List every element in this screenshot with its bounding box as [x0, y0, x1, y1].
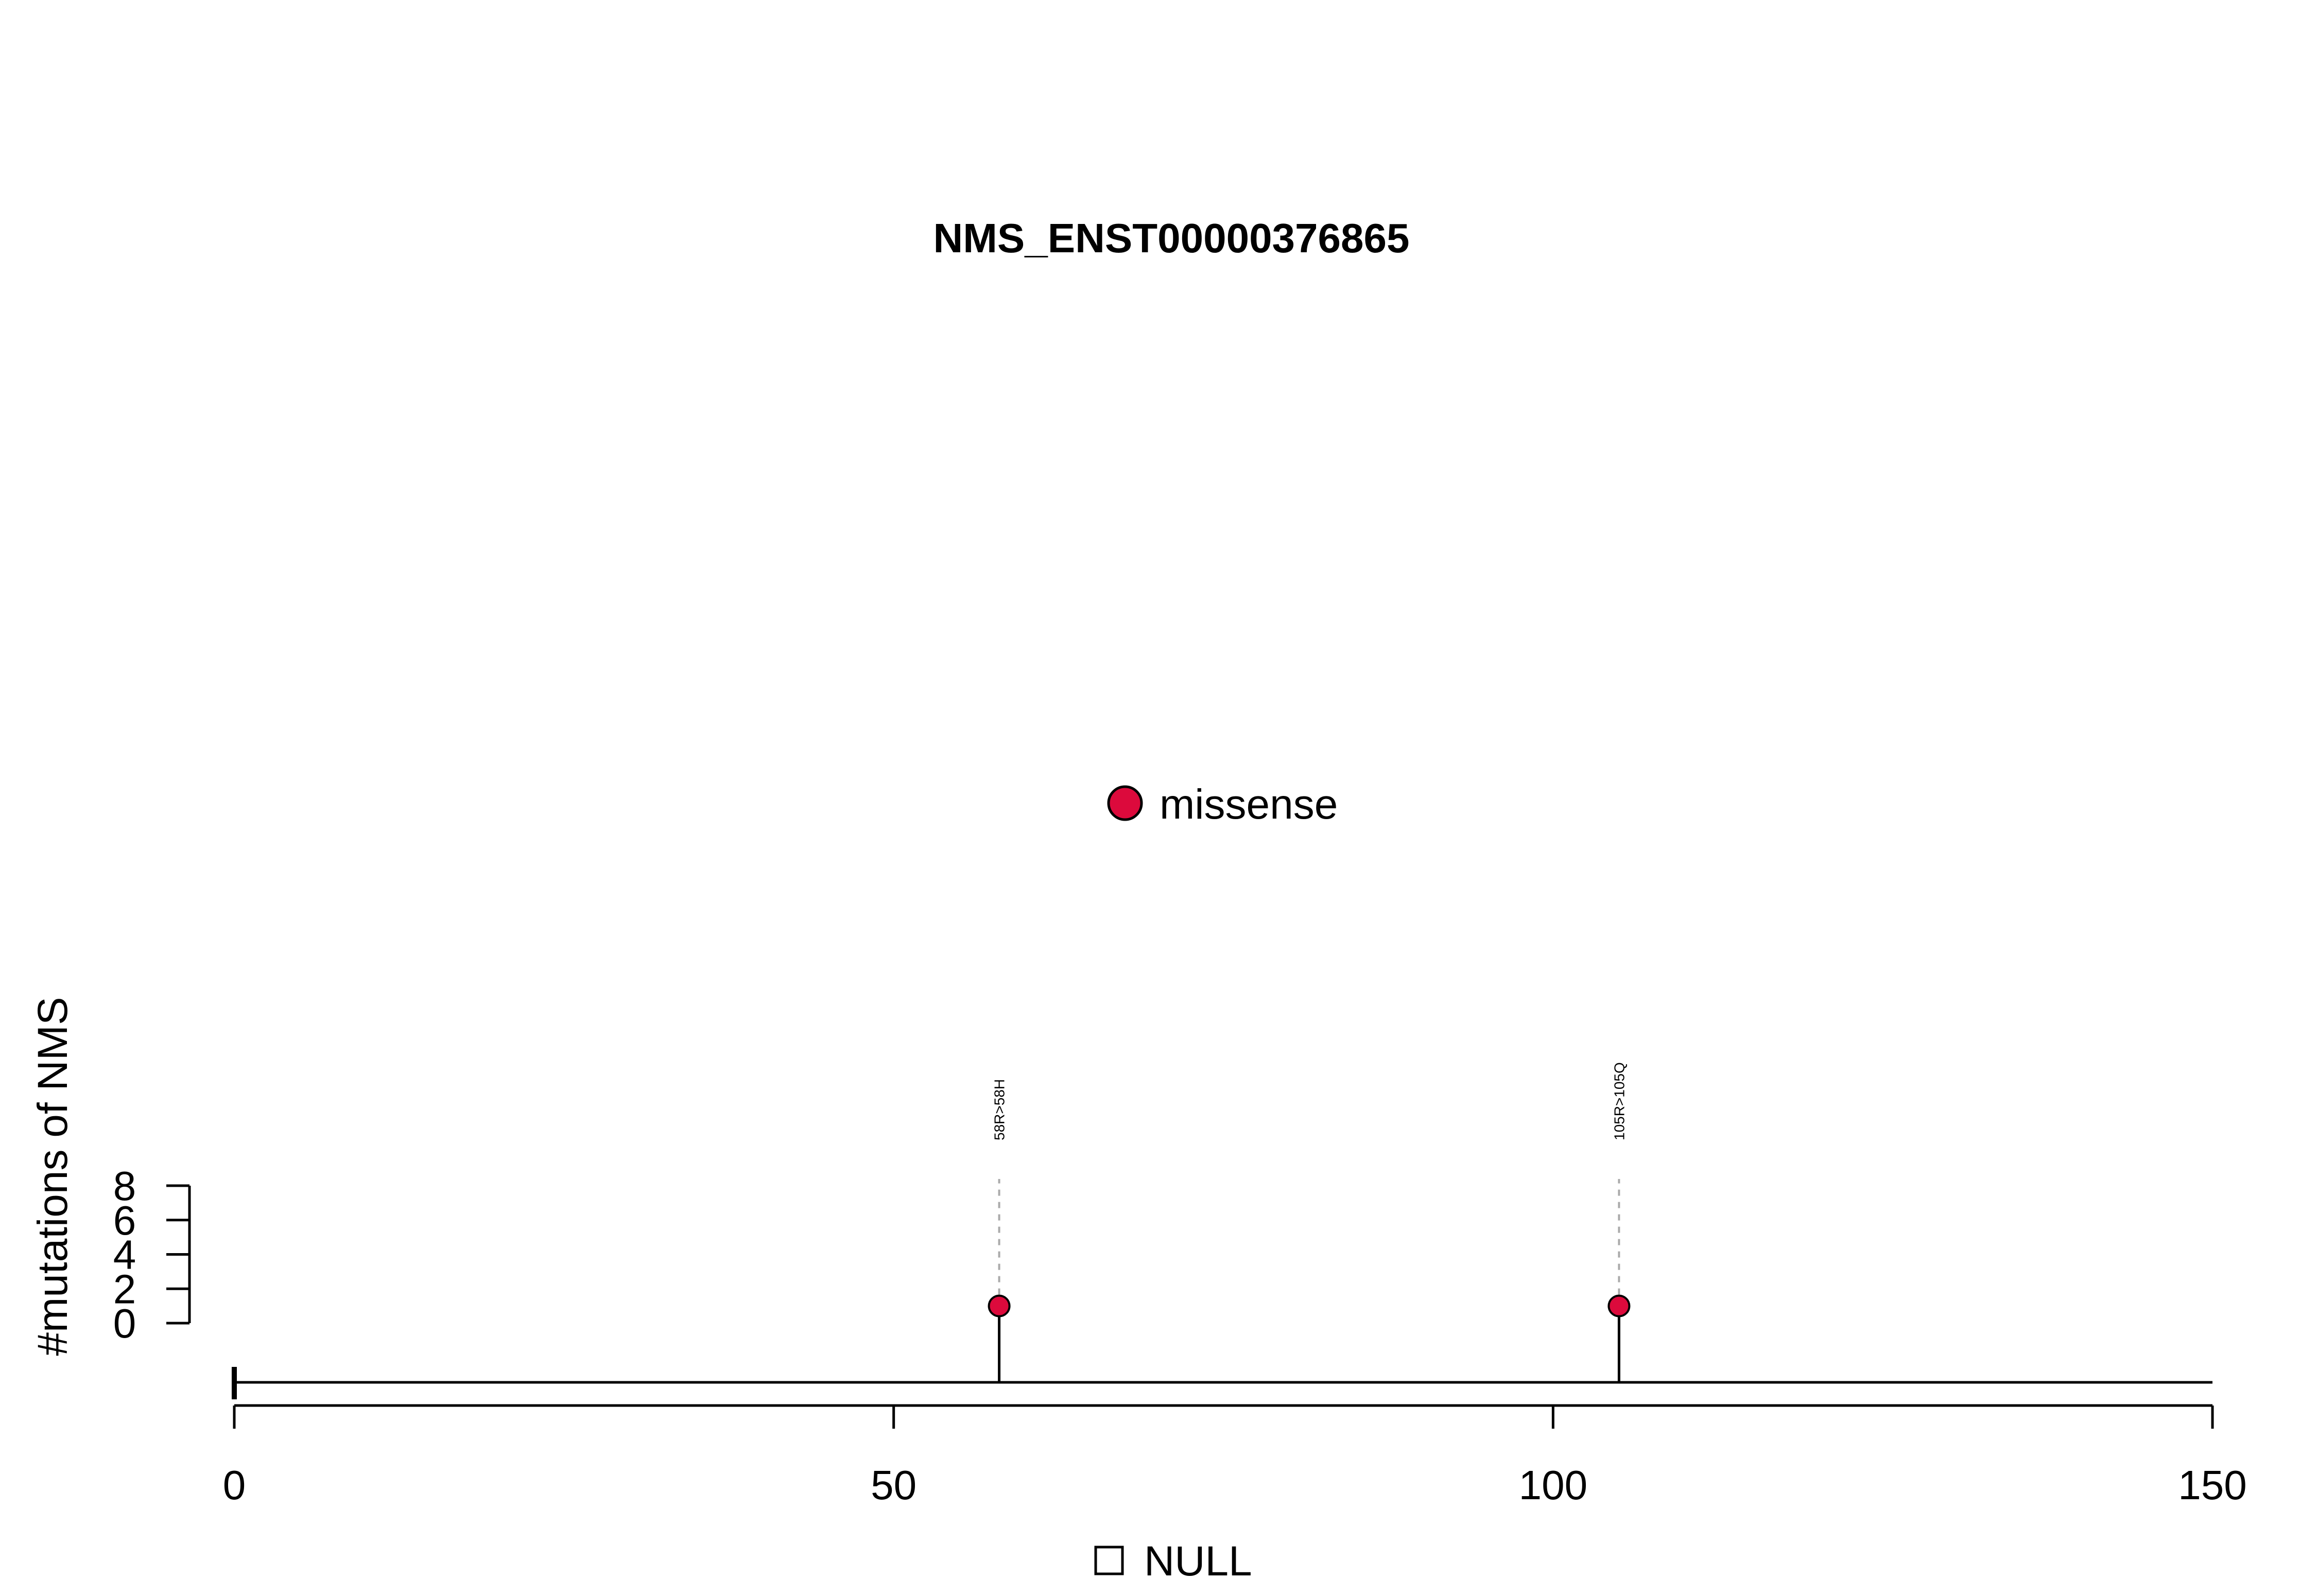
- y-tick-label: 0: [113, 1300, 136, 1346]
- x-tick-label: 0: [223, 1462, 246, 1508]
- lollipops: 58R>58H 105R>105Q: [988, 1062, 1631, 1382]
- y-axis-label: #mutations of NMS: [29, 997, 76, 1356]
- lollipop-head: [1607, 1294, 1631, 1317]
- x-axis: 0 50 100 150: [223, 1404, 2247, 1508]
- domain-legend: NULL: [1094, 1538, 1252, 1585]
- missense-legend-label: missense: [1160, 781, 1338, 828]
- mutation-label: 58R>58H: [992, 1079, 1008, 1140]
- y-tick-label: 8: [113, 1163, 136, 1209]
- x-tick-label: 50: [871, 1462, 917, 1508]
- chart-title: NMS_ENST00000376865: [933, 215, 1409, 261]
- missense-legend-marker: [1107, 785, 1143, 821]
- y-tick-label: 6: [113, 1198, 136, 1243]
- domain-legend-label: NULL: [1144, 1538, 1252, 1585]
- mutation-label: 105R>105Q: [1611, 1062, 1627, 1140]
- y-tick-label: 4: [113, 1232, 136, 1278]
- x-tick-label: 150: [2178, 1462, 2246, 1508]
- domain-legend-swatch: [1094, 1546, 1124, 1575]
- lollipop-head: [988, 1294, 1011, 1317]
- x-tick-label: 100: [1519, 1462, 1587, 1508]
- legend: missense: [1107, 781, 1338, 828]
- y-tick-label: 2: [113, 1266, 136, 1312]
